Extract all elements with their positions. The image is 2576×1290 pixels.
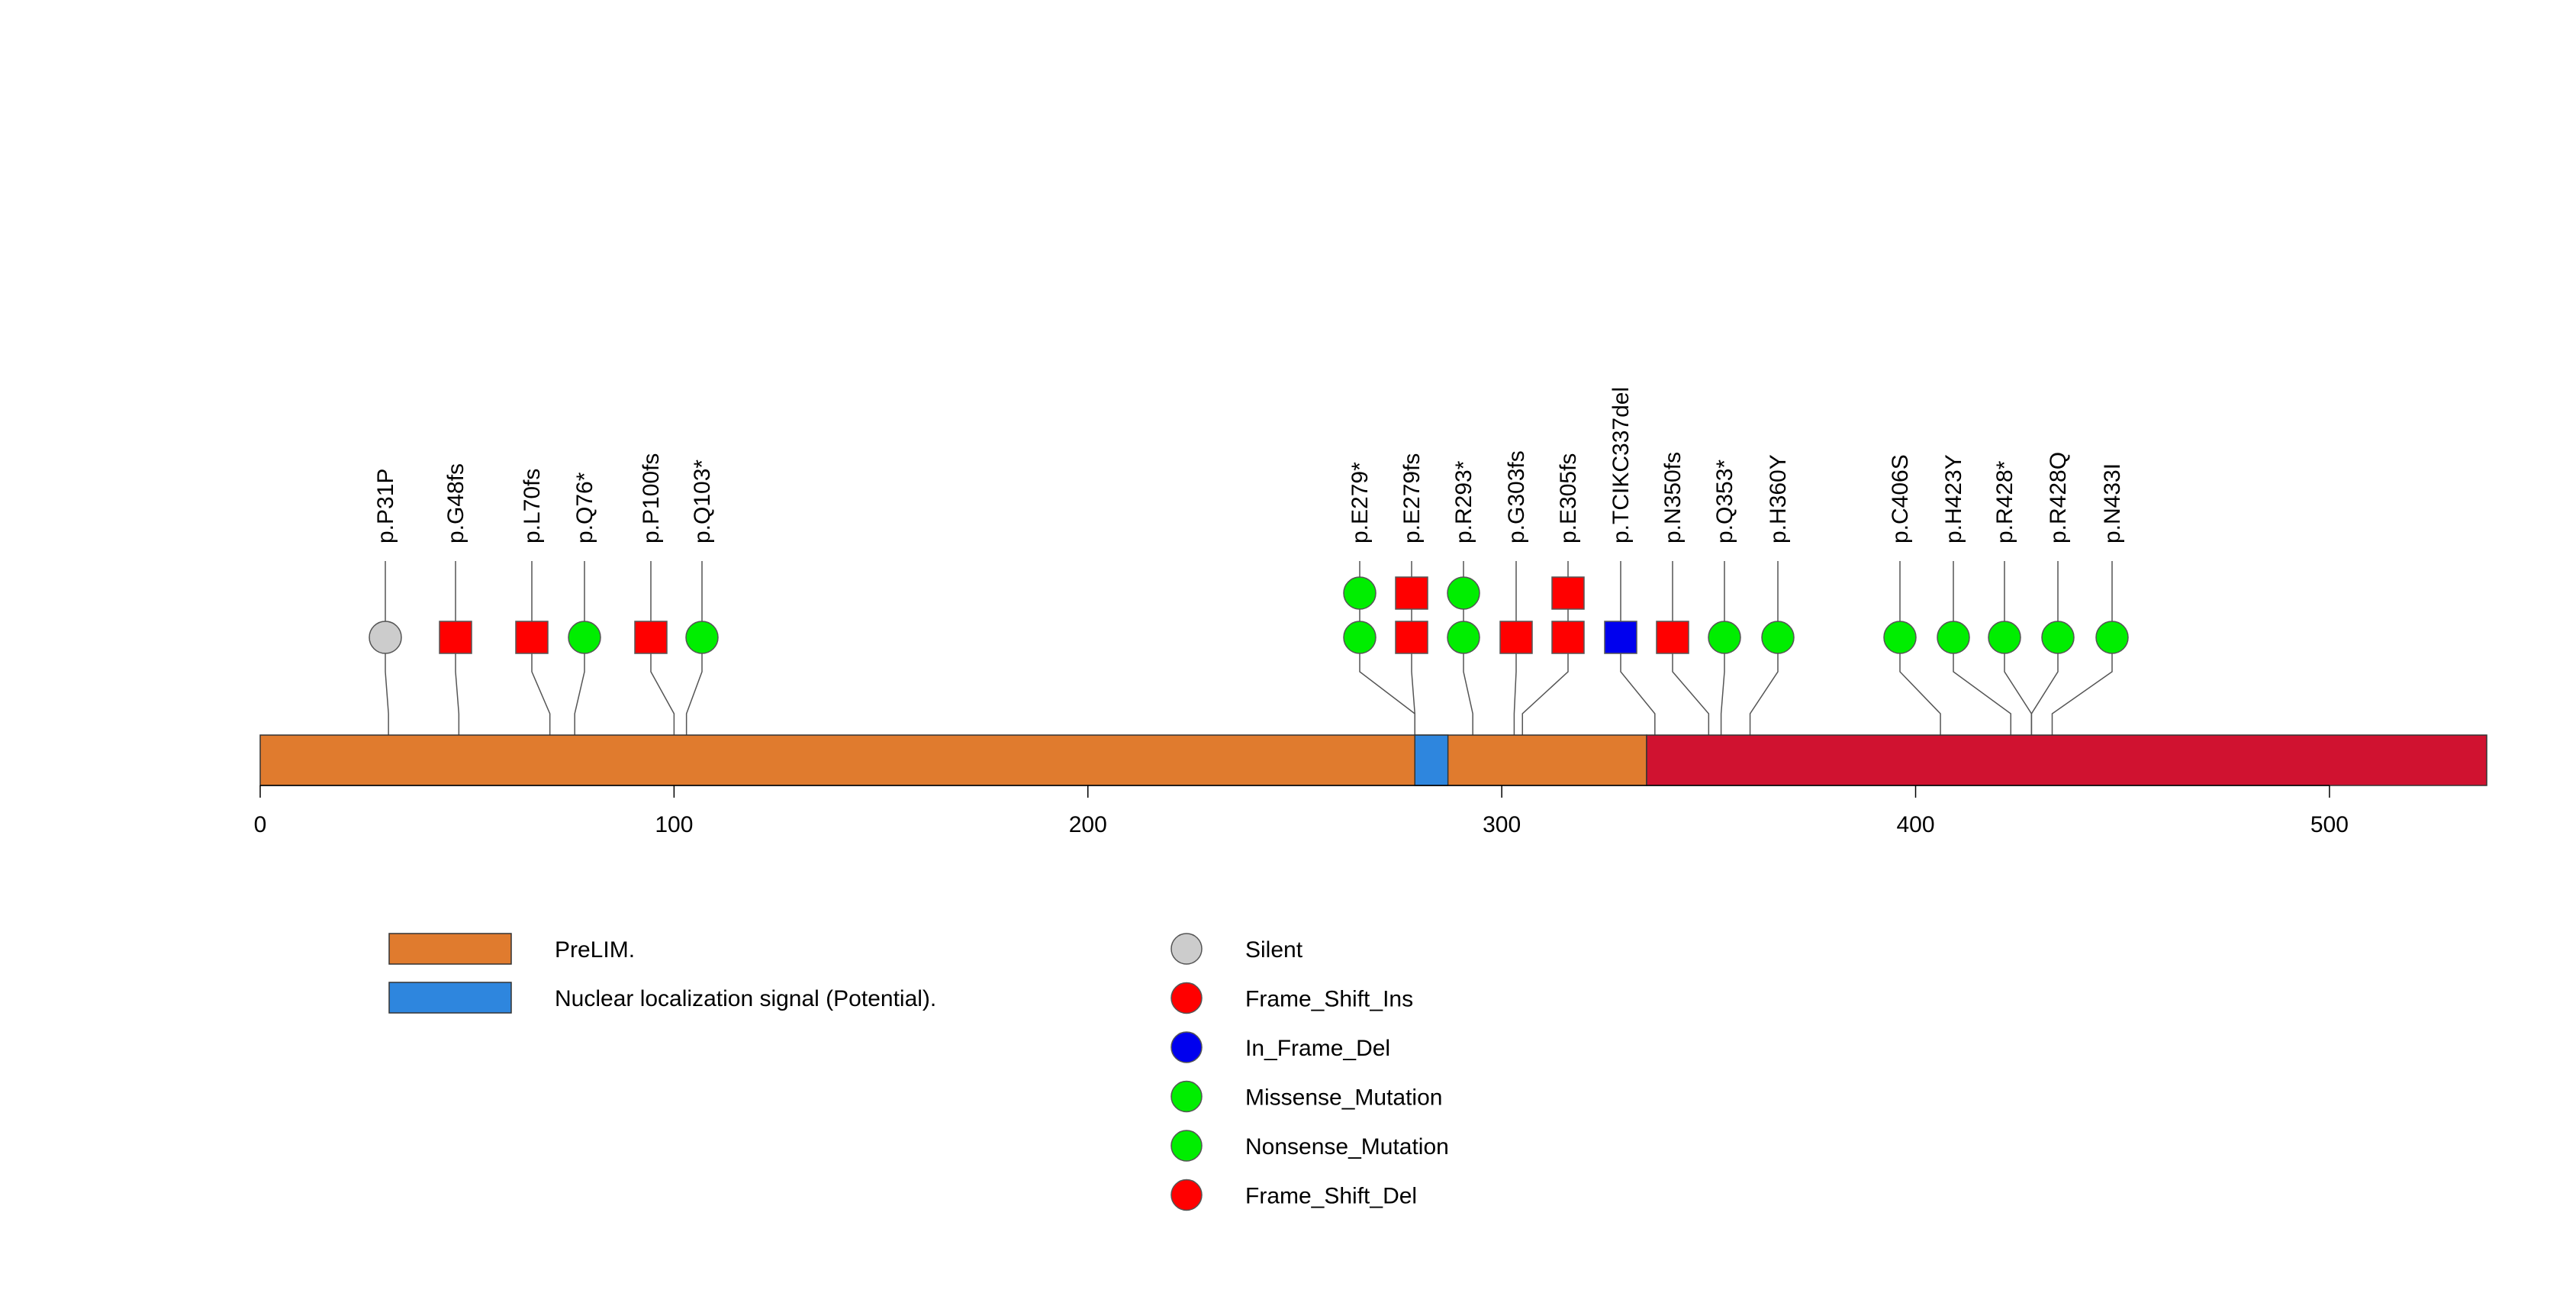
legend-mutation-swatch xyxy=(1170,933,1203,965)
mutation-marker xyxy=(1551,576,1585,610)
legend-domain-swatch xyxy=(388,982,512,1014)
mutation-label: p.H423Y xyxy=(1941,454,1966,543)
x-tick-label: 500 xyxy=(2310,812,2349,837)
mutation-label: p.P31P xyxy=(373,469,398,543)
x-axis: 0 100 200 300 400 500 xyxy=(254,785,2349,837)
mutation-marker xyxy=(1708,621,1741,654)
mutation-marker xyxy=(634,621,668,654)
mutation-label: p.L70fs xyxy=(520,469,545,543)
domain-1 xyxy=(1414,734,1449,786)
mutation-marker xyxy=(2095,621,2129,654)
mutation-label: p.R293* xyxy=(1451,460,1476,543)
mutation-marker xyxy=(1656,621,1689,654)
mutation-label: p.H360Y xyxy=(1766,454,1791,543)
mutation-label: p.R428Q xyxy=(2046,452,2071,543)
x-tick-label: 0 xyxy=(254,812,267,837)
x-tick-label: 200 xyxy=(1069,812,1107,837)
mutation-marker xyxy=(1988,621,2021,654)
mutation-marker xyxy=(515,621,549,654)
mutation-label: p.E279* xyxy=(1348,462,1373,543)
mutation-label: p.G303fs xyxy=(1504,450,1529,543)
domain-legend: PreLIM. Nuclear localization signal (Pote… xyxy=(388,933,936,1014)
mutation-marker xyxy=(1883,621,1917,654)
mutation-label: p.P100fs xyxy=(639,453,664,543)
legend-domain-swatch xyxy=(388,933,512,965)
mutation-marker xyxy=(685,621,719,654)
mutation-label: p.N433I xyxy=(2100,463,2125,543)
mutation-label: p.G48fs xyxy=(443,463,469,543)
mutation-label: p.N350fs xyxy=(1660,452,1686,543)
mutation-marker xyxy=(439,621,472,654)
x-tick-label: 100 xyxy=(655,812,693,837)
mutation-label: p.R428* xyxy=(1992,460,2017,543)
mutation-marker xyxy=(1343,576,1377,610)
mutation-label: p.Q76* xyxy=(572,472,597,543)
x-tick-label: 400 xyxy=(1896,812,1934,837)
legend-mutation-label: Frame_Shift_Ins xyxy=(1245,987,1413,1012)
mutation-marker xyxy=(1447,576,1480,610)
legend-mutation-label: In_Frame_Del xyxy=(1245,1036,1390,1061)
x-tick-label: 300 xyxy=(1483,812,1521,837)
legend-mutation-swatch xyxy=(1170,1179,1203,1211)
mutation-marker xyxy=(1395,621,1428,654)
legend-mutation-swatch xyxy=(1170,982,1203,1014)
legend-mutation-label: Nonsense_Mutation xyxy=(1245,1134,1449,1159)
legend-mutation-swatch xyxy=(1170,1130,1203,1162)
mutation-marker xyxy=(1761,621,1795,654)
mutation-labels: p.P31P p.G48fs p.L70fs p.Q76* p.P100fs p.Q103… xyxy=(373,387,2125,543)
mutation-label: p.TCIKC337del xyxy=(1608,387,1634,543)
mutation-label: p.C406S xyxy=(1888,454,1913,543)
mutation-marker xyxy=(1937,621,1970,654)
mutation-marker xyxy=(1604,621,1637,654)
domain-2 xyxy=(1646,734,2487,786)
mutation-marker xyxy=(1395,576,1428,610)
mutation-marker xyxy=(1499,621,1533,654)
legend-mutation-swatch xyxy=(1170,1031,1203,1063)
legend-mutation-label: Missense_Mutation xyxy=(1245,1085,1442,1111)
legend-domain-label: Nuclear localization signal (Potential). xyxy=(555,986,936,1011)
mutation-type-legend: Silent Frame_Shift_Ins In_Frame_Del Missens… xyxy=(1170,933,1449,1211)
mutation-marker xyxy=(568,621,601,654)
mutation-label: p.Q103* xyxy=(690,460,715,543)
legend-mutation-label: Frame_Shift_Del xyxy=(1245,1184,1417,1209)
protein-bar xyxy=(259,734,2487,786)
mutation-marker xyxy=(1343,621,1377,654)
mutation-marker xyxy=(1447,621,1480,654)
mutation-marker xyxy=(2041,621,2075,654)
legend-mutation-swatch xyxy=(1170,1080,1203,1113)
mutation-markers xyxy=(369,576,2129,654)
legend-mutation-label: Silent xyxy=(1245,937,1303,963)
mutation-label: p.E305fs xyxy=(1556,453,1581,543)
mutation-marker xyxy=(1551,621,1585,654)
legend-domain-label: PreLIM. xyxy=(555,937,635,963)
mutation-marker xyxy=(369,621,402,654)
mutation-label: p.E279fs xyxy=(1399,453,1425,543)
mutation-label: p.Q353* xyxy=(1712,460,1737,543)
